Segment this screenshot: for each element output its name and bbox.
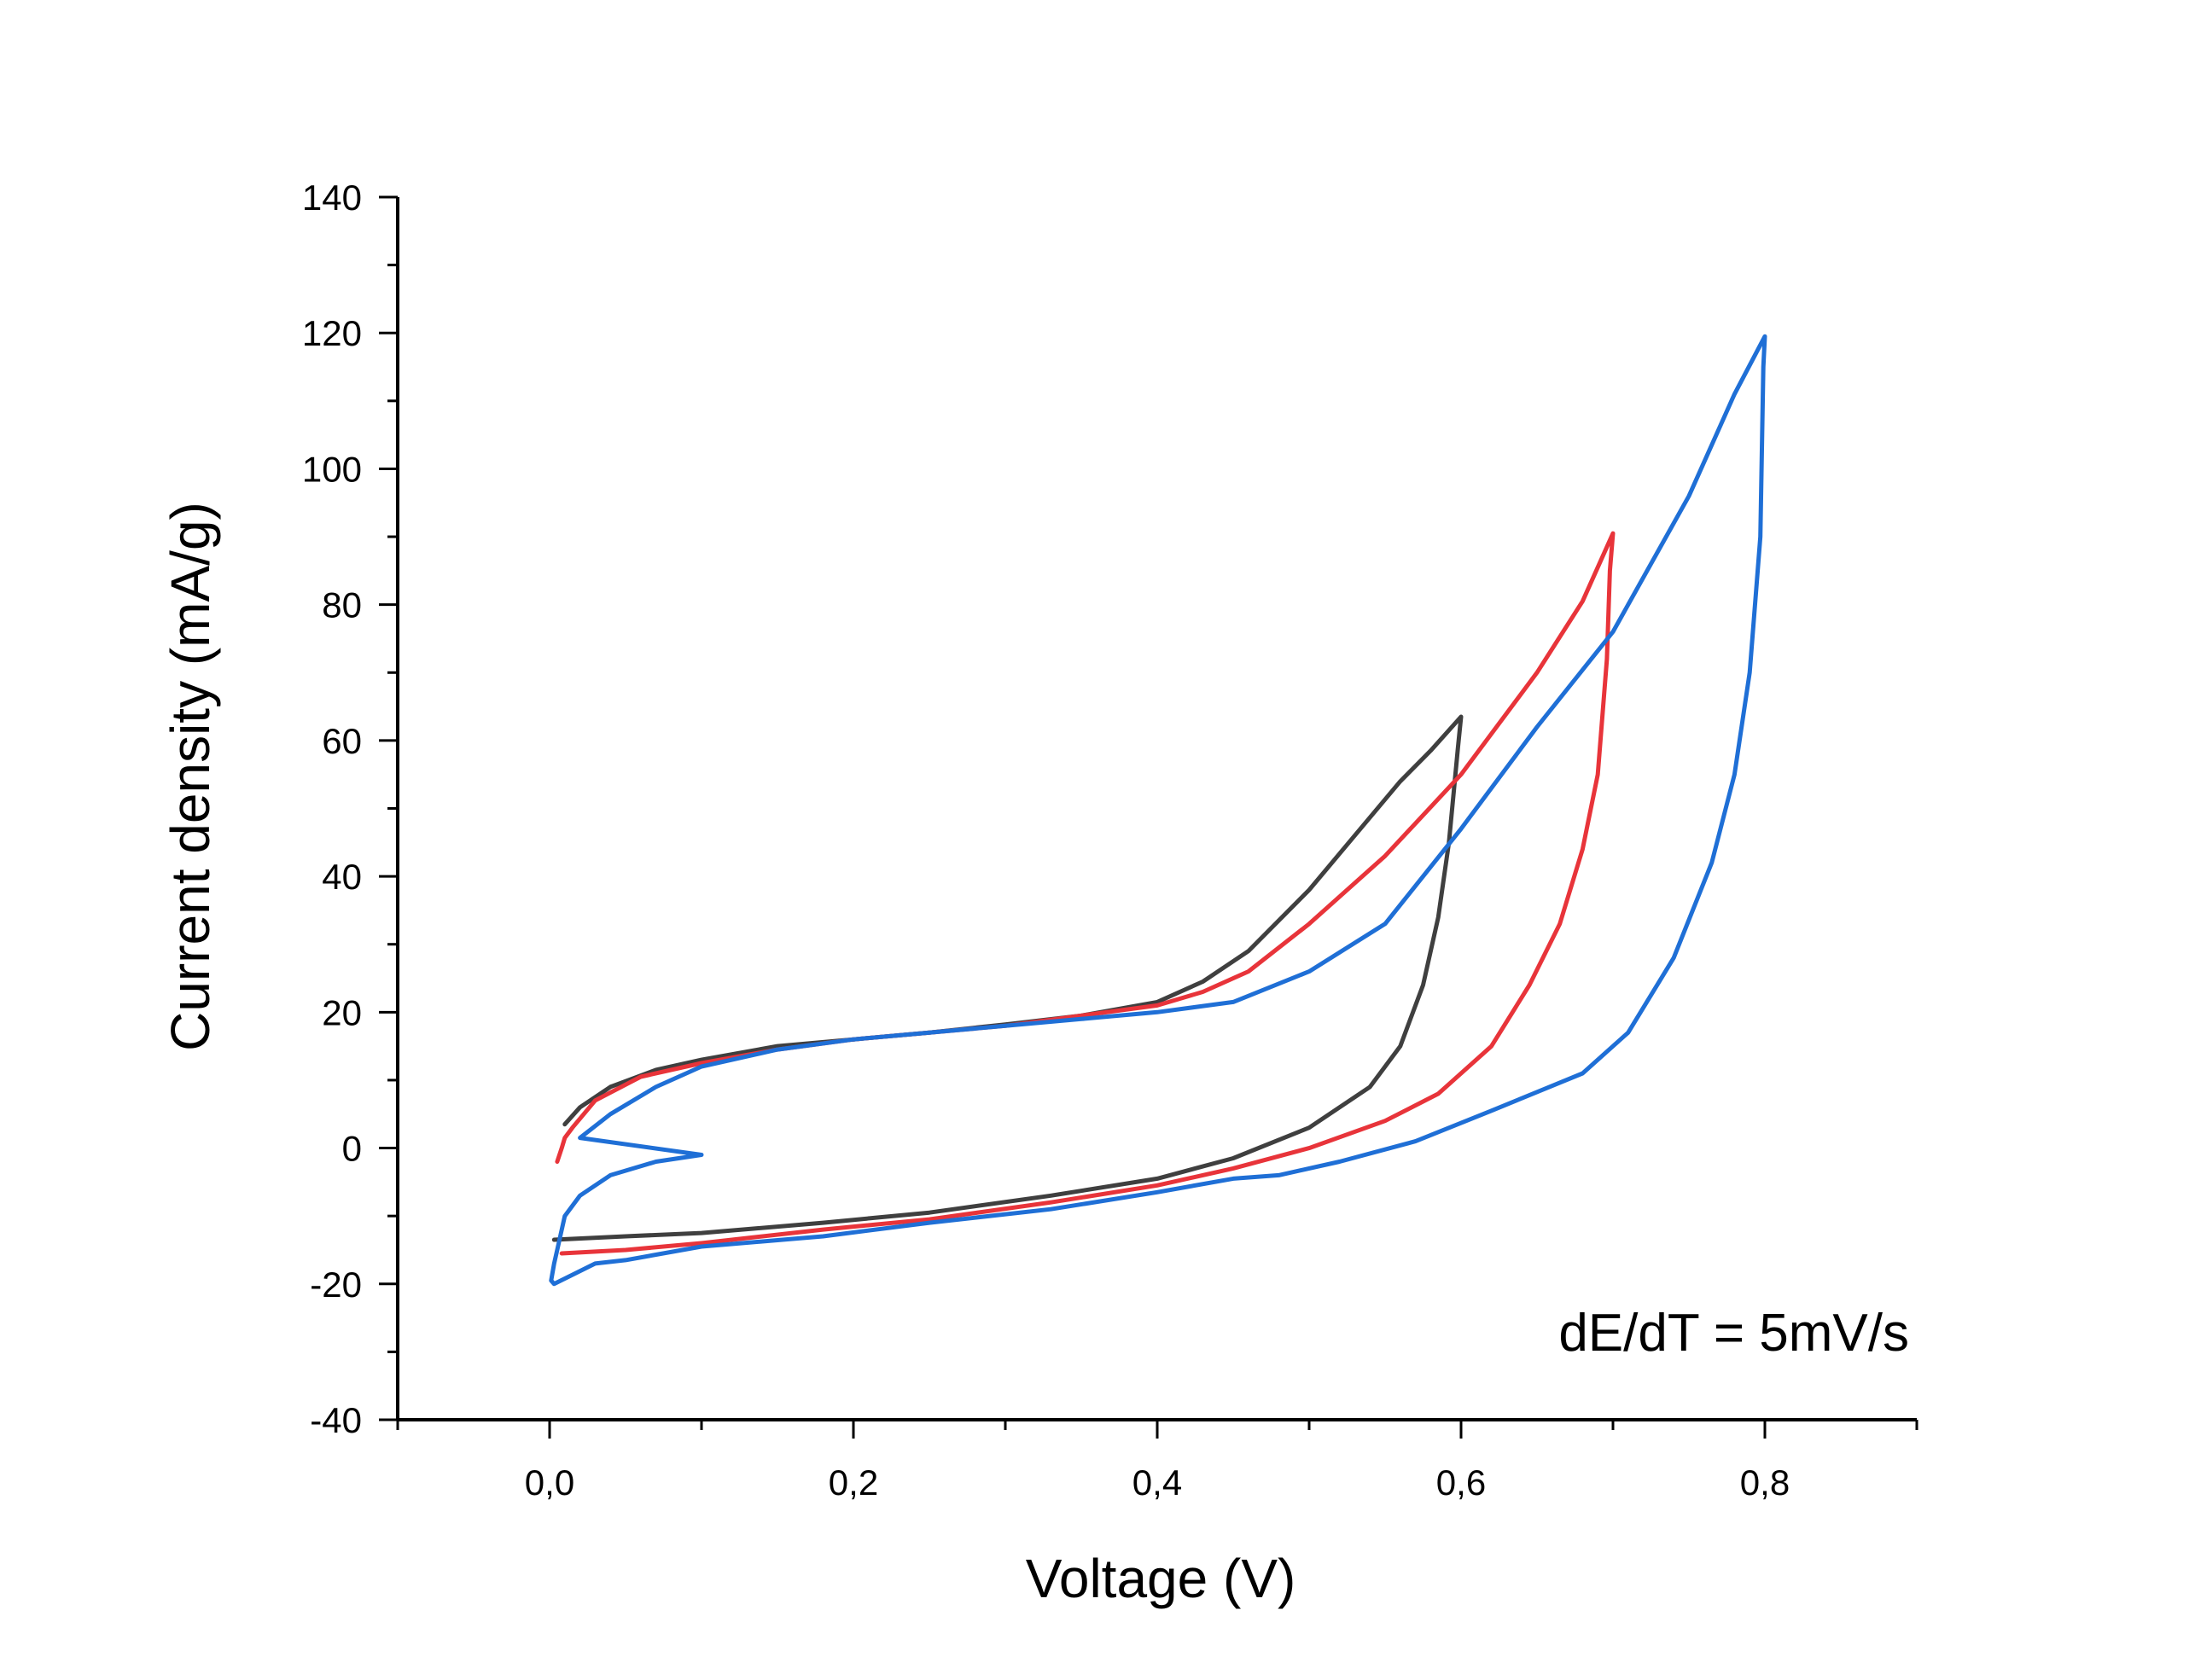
y-tick-label: 100 [302, 449, 362, 489]
x-tick-label: 0,8 [1740, 1462, 1790, 1503]
y-tick-label: 20 [322, 992, 362, 1032]
tick-labels: 0,0 0,2 0,4 0,6 0,8 -40 -20 0 20 40 60 80 100 120 140 [302, 177, 1790, 1503]
x-tick-label: 0,4 [1132, 1462, 1182, 1503]
y-axis-title: Current density (mA/g) [160, 502, 221, 1051]
x-axis-title: Voltage (V) [1026, 1548, 1296, 1609]
scan-rate-annotation: dE/dT = 5mV/s [1558, 1304, 1909, 1363]
series-line-3 [549, 334, 1767, 1287]
y-tick-label: 120 [302, 313, 362, 353]
data-series [549, 334, 1767, 1287]
x-tick-label: 0,2 [829, 1462, 878, 1503]
tick-marks [379, 195, 1918, 1439]
y-tick-label: -40 [310, 1400, 362, 1440]
x-tick-label: 0,0 [525, 1462, 574, 1503]
y-tick-label: 80 [322, 585, 362, 625]
y-tick-label: -20 [310, 1264, 362, 1305]
series-line-2 [555, 531, 1616, 1256]
y-tick-label: 60 [322, 721, 362, 761]
y-tick-label: 0 [342, 1129, 362, 1169]
series-line-1 [551, 714, 1464, 1242]
y-tick-label: 40 [322, 857, 362, 897]
y-tick-label: 140 [302, 177, 362, 218]
x-tick-label: 0,6 [1436, 1462, 1486, 1503]
